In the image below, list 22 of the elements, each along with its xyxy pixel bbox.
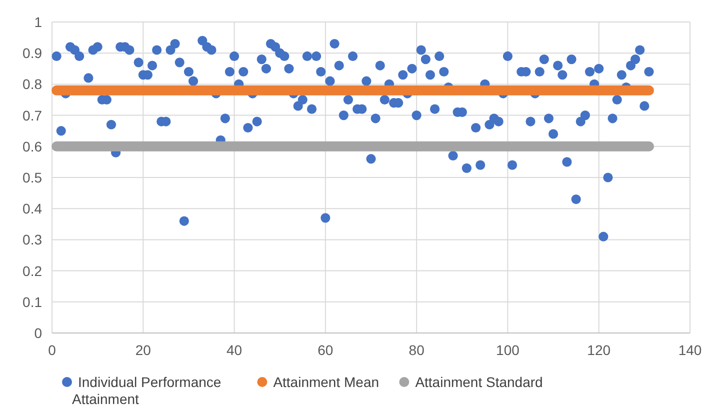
x-tick-label: 140: [678, 342, 702, 358]
x-tick-label: 0: [48, 342, 56, 358]
y-tick-label: 0: [34, 325, 42, 341]
y-tick-label: 0.1: [22, 294, 42, 310]
y-tick-label: 0.3: [22, 232, 42, 248]
y-tick-label: 0.5: [22, 170, 42, 186]
x-tick-label: 100: [496, 342, 520, 358]
y-tick-label: 0.9: [22, 45, 42, 62]
legend-label: Individual Performance Attainment: [72, 374, 222, 407]
y-tick-label: 0.2: [22, 262, 42, 279]
legend-label: Attainment Standard: [415, 374, 543, 390]
y-tick-label: 0.6: [22, 138, 42, 154]
y-tick-label: 0.7: [22, 107, 42, 124]
x-tick-label: 80: [408, 342, 425, 358]
x-tick-label: 120: [587, 342, 611, 358]
y-tick-label: 0.4: [22, 200, 42, 217]
x-tick-label: 20: [135, 342, 152, 358]
legend-label: Attainment Mean: [273, 374, 380, 390]
y-tick-label: 0.8: [22, 76, 42, 92]
x-tick-label: 40: [226, 342, 242, 358]
y-tick-label: 1: [34, 14, 42, 30]
x-tick-label: 60: [318, 342, 334, 358]
